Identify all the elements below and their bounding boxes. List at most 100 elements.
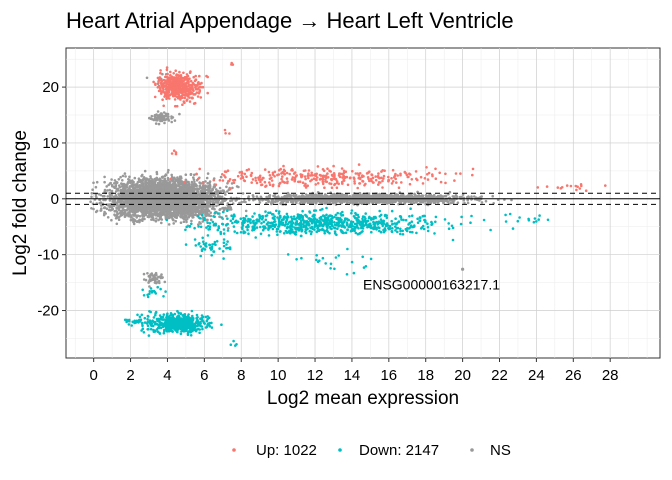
data-point (214, 201, 217, 204)
data-point (155, 176, 158, 180)
data-point (160, 112, 163, 115)
data-point (110, 183, 114, 187)
data-point (170, 120, 173, 124)
data-point (138, 220, 141, 224)
data-point (108, 205, 111, 209)
data-point (167, 208, 170, 211)
data-point (219, 175, 223, 179)
data-point (197, 209, 201, 213)
data-point (151, 278, 155, 281)
data-point (164, 186, 168, 190)
data-point (192, 189, 196, 193)
data-point (157, 181, 160, 185)
data-point (172, 222, 175, 225)
data-point (185, 215, 188, 219)
data-point (160, 119, 164, 123)
data-point (154, 219, 158, 223)
data-point (455, 195, 458, 198)
data-point (197, 187, 200, 191)
data-point (333, 195, 337, 199)
data-point (102, 213, 106, 217)
data-point (466, 201, 470, 205)
data-point (206, 188, 210, 191)
data-point (121, 211, 124, 214)
data-point (172, 177, 175, 180)
data-point (135, 182, 139, 186)
data-point (144, 278, 148, 282)
data-point (141, 219, 144, 222)
data-point (164, 181, 167, 184)
data-point (163, 121, 166, 125)
data-point (152, 218, 155, 222)
data-point (137, 199, 141, 203)
data-point (373, 194, 377, 198)
data-point (141, 208, 145, 212)
data-point (149, 194, 152, 198)
data-point (167, 184, 171, 188)
data-point (229, 199, 232, 203)
data-point (161, 175, 165, 179)
data-point (101, 194, 105, 198)
data-point (196, 207, 200, 210)
data-point (132, 193, 135, 197)
data-point (185, 208, 189, 211)
data-point (342, 200, 346, 203)
data-point (164, 173, 168, 176)
data-point (119, 214, 123, 217)
data-point (423, 200, 427, 203)
data-point (135, 190, 139, 193)
data-point (185, 220, 188, 224)
data-point (148, 116, 151, 120)
data-point (149, 273, 153, 277)
data-point (146, 205, 150, 208)
data-point (491, 194, 495, 198)
data-point (110, 178, 113, 181)
data-point (446, 200, 450, 204)
data-point (181, 210, 184, 213)
data-point (178, 112, 181, 116)
data-point (427, 194, 430, 198)
data-point (151, 118, 154, 121)
data-point (142, 176, 146, 179)
data-point (171, 214, 175, 218)
data-point (443, 199, 446, 202)
data-point (413, 192, 416, 196)
data-point (178, 205, 182, 208)
data-point (174, 215, 178, 219)
data-point (150, 218, 153, 221)
data-point (170, 185, 173, 189)
data-point (306, 194, 309, 197)
data-point (140, 199, 144, 202)
data-point (361, 195, 365, 199)
data-point (147, 211, 150, 214)
data-point (160, 207, 164, 211)
data-point (171, 116, 175, 119)
data-point (150, 212, 154, 215)
data-point (212, 186, 216, 189)
data-point (381, 200, 384, 204)
data-point (115, 181, 119, 184)
data-point (213, 195, 217, 199)
data-point (117, 207, 120, 210)
data-point (153, 114, 157, 118)
data-point (176, 188, 179, 191)
data-point (462, 199, 466, 202)
data-point (237, 185, 240, 189)
data-point (144, 179, 148, 182)
data-point (420, 194, 424, 197)
data-point (287, 193, 290, 197)
data-point (143, 217, 146, 221)
data-point (168, 180, 172, 183)
data-point (302, 195, 306, 198)
data-point (240, 200, 243, 204)
data-point (199, 182, 202, 185)
data-point (121, 174, 125, 178)
data-point (480, 201, 484, 204)
data-point (198, 184, 201, 188)
data-point (95, 209, 99, 213)
data-point (221, 189, 224, 192)
data-point (150, 207, 153, 211)
data-point (388, 194, 391, 198)
data-point (129, 215, 133, 218)
